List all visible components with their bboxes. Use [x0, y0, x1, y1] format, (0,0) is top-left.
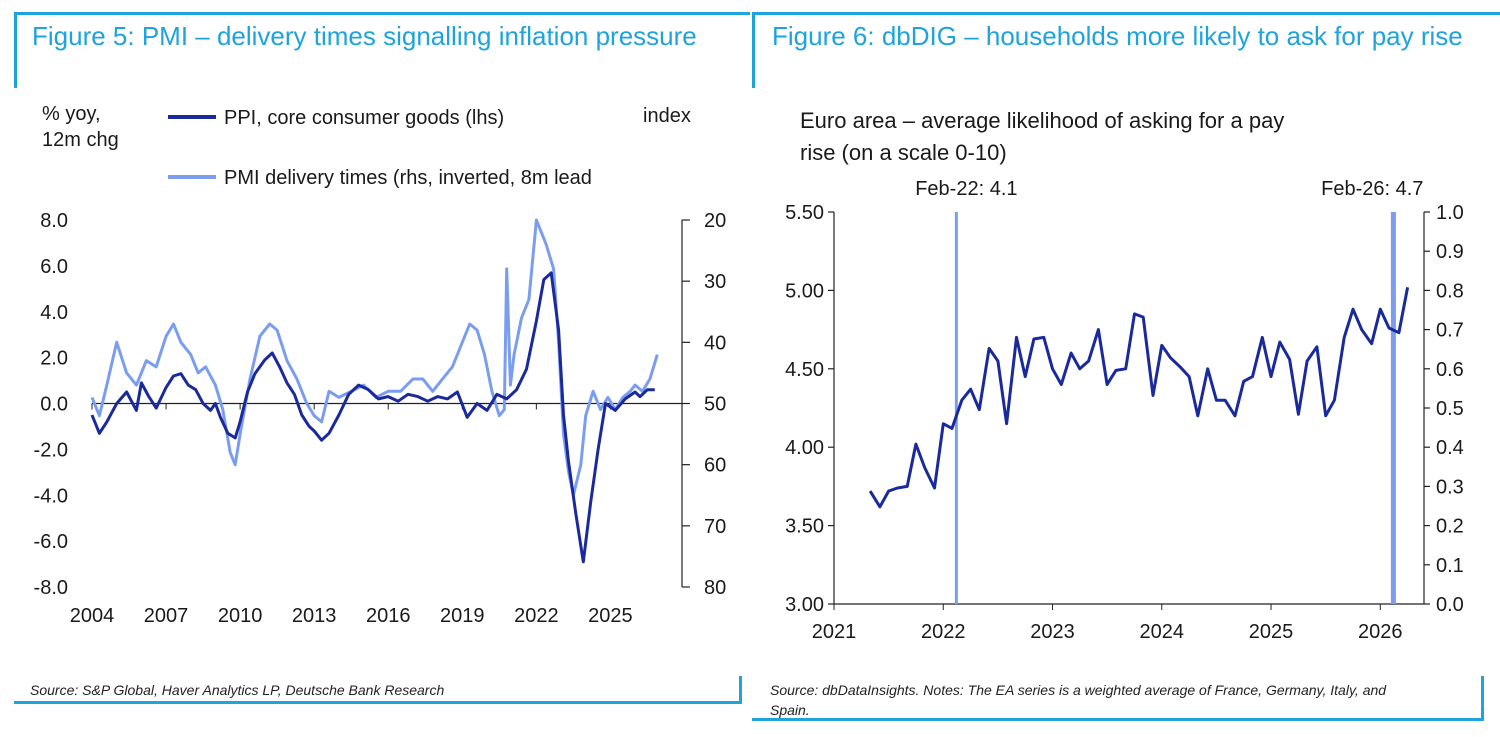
right-tick-label: 0.2	[1436, 516, 1464, 538]
right-tick-label: 0.7	[1436, 320, 1464, 342]
annotation-label-1: Feb-22: 4.1	[915, 178, 1017, 200]
figure-5-chart: % yoy, 12m chg index PPI, core consumer goo…	[34, 103, 727, 627]
x-tick-label: 2025	[1249, 621, 1294, 643]
figure-5-side-rule	[14, 12, 17, 88]
figure-5-bottom-rule	[14, 701, 742, 704]
right-tick-label: 0.5	[1436, 398, 1464, 420]
pay-rise-likelihood-line	[868, 287, 1410, 509]
x-tick-label: 2025	[588, 605, 633, 627]
x-tick-label: 2007	[144, 605, 189, 627]
x-tick-label: 2013	[292, 605, 337, 627]
left-tick-label: -8.0	[34, 577, 68, 599]
figure-6-top-rule	[752, 12, 1500, 15]
left-tick-label: 3.00	[785, 594, 824, 616]
right-tick-label: 0.0	[1436, 594, 1464, 616]
left-tick-label: 5.50	[785, 202, 824, 224]
x-tick-label: 2010	[218, 605, 263, 627]
right-tick-label: 0.8	[1436, 280, 1464, 302]
figure-5-panel: Figure 5: PMI – delivery times signallin…	[14, 12, 750, 704]
left-tick-label: 2.0	[40, 348, 68, 370]
x-tick-label: 2024	[1140, 621, 1185, 643]
left-axis-unit-label: % yoy,	[42, 103, 101, 125]
x-tick-label: 2019	[440, 605, 485, 627]
left-tick-label: 8.0	[40, 210, 68, 232]
right-tick-label: 60	[704, 455, 726, 477]
chart-subtitle-line-1: Euro area – average likelihood of asking…	[800, 108, 1284, 133]
figure-5-bottom-side-rule	[739, 676, 742, 704]
left-tick-label: -2.0	[34, 439, 68, 461]
figure-5-source: Source: S&P Global, Haver Analytics LP, …	[30, 682, 445, 698]
chart-subtitle-line-2: rise (on a scale 0-10)	[800, 140, 1007, 165]
annotation-bar-2	[1390, 212, 1396, 604]
x-tick-label: 2021	[812, 621, 857, 643]
right-tick-label: 70	[704, 516, 726, 538]
figure-5-title: Figure 5: PMI – delivery times signallin…	[32, 21, 697, 51]
left-tick-label: 4.50	[785, 359, 824, 381]
right-tick-label: 40	[704, 332, 726, 354]
left-tick-label: 4.0	[40, 302, 68, 324]
right-tick-label: 0.1	[1436, 555, 1464, 577]
left-tick-label: 4.00	[785, 437, 824, 459]
x-tick-label: 2016	[366, 605, 411, 627]
left-axis-unit-label: 12m chg	[42, 129, 119, 151]
right-tick-label: 50	[704, 394, 726, 416]
ppi-core-consumer-goods-line	[90, 271, 655, 564]
left-tick-label: 3.50	[785, 516, 824, 538]
figure-6-bottom-rule	[752, 718, 1484, 721]
figure-6-source: Source: dbDataInsights. Notes: The EA se…	[770, 682, 1387, 718]
figure-6-panel: Figure 6: dbDIG – households more likely…	[752, 0, 1500, 737]
x-tick-label: 2022	[514, 605, 559, 627]
pmi-delivery-times-line	[90, 218, 659, 497]
right-tick-label: 0.6	[1436, 359, 1464, 381]
left-tick-label: 5.00	[785, 280, 824, 302]
figure-5-top-rule	[14, 12, 750, 15]
right-tick-label: 20	[704, 210, 726, 232]
left-tick-label: -6.0	[34, 531, 68, 553]
annotation-label-2: Feb-26: 4.7	[1321, 178, 1423, 200]
x-tick-label: 2022	[921, 621, 966, 643]
right-tick-label: 0.3	[1436, 476, 1464, 498]
figure-6-side-rule	[752, 12, 755, 88]
figure-6-bottom-side-rule	[1481, 676, 1484, 721]
right-tick-label: 30	[704, 271, 726, 293]
right-tick-label: 1.0	[1436, 202, 1464, 224]
right-axis-unit-label: index	[643, 105, 691, 127]
left-tick-label: -4.0	[34, 485, 68, 507]
figure-6-title: Figure 6: dbDIG – households more likely…	[772, 21, 1463, 51]
x-tick-label: 2023	[1030, 621, 1075, 643]
left-tick-label: 6.0	[40, 256, 68, 278]
x-tick-label: 2026	[1358, 621, 1403, 643]
right-tick-label: 0.4	[1436, 437, 1464, 459]
annotation-bar-1	[954, 212, 958, 604]
right-tick-label: 80	[704, 577, 726, 599]
x-tick-label: 2004	[70, 605, 115, 627]
left-tick-label: 0.0	[40, 394, 68, 416]
legend-label-2: PMI delivery times (rhs, inverted, 8m le…	[224, 167, 592, 189]
right-tick-label: 0.9	[1436, 241, 1464, 263]
figure-6-chart: Euro area – average likelihood of asking…	[785, 108, 1464, 643]
legend-label-1: PPI, core consumer goods (lhs)	[224, 107, 504, 129]
